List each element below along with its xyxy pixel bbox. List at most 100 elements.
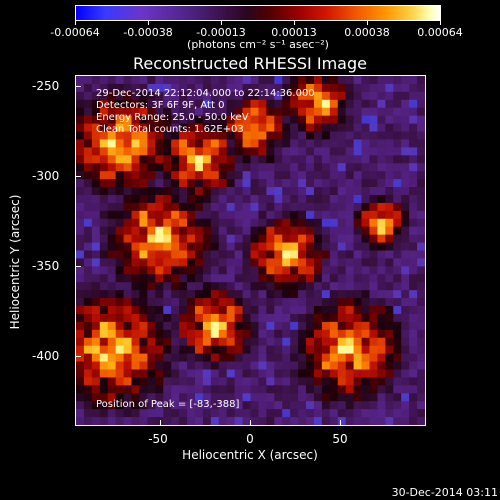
image-pixel xyxy=(266,250,275,260)
image-pixel xyxy=(123,131,133,141)
image-pixel xyxy=(139,409,148,418)
x-tick-mark xyxy=(340,420,341,426)
image-pixel xyxy=(250,76,260,85)
image-pixel xyxy=(417,107,425,117)
image-pixel xyxy=(218,218,228,228)
image-pixel xyxy=(369,107,379,117)
image-pixel xyxy=(210,369,220,379)
image-pixel xyxy=(155,99,164,109)
image-pixel xyxy=(139,393,148,402)
image-pixel xyxy=(163,91,172,101)
image-pixel xyxy=(290,139,299,148)
image-pixel xyxy=(242,258,252,267)
image-pixel xyxy=(258,234,267,244)
image-pixel xyxy=(369,123,379,133)
image-pixel xyxy=(234,417,244,425)
image-pixel xyxy=(369,234,379,244)
image-pixel xyxy=(353,298,363,307)
image-pixel xyxy=(266,234,275,244)
image-pixel xyxy=(290,179,299,188)
image-pixel xyxy=(99,234,109,244)
image-pixel xyxy=(163,401,172,410)
image-pixel xyxy=(266,258,275,267)
image-pixel xyxy=(250,345,260,355)
image-pixel xyxy=(274,321,283,331)
image-pixel xyxy=(218,202,228,212)
image-pixel xyxy=(155,393,164,402)
image-pixel xyxy=(298,171,307,180)
image-pixel xyxy=(76,409,85,418)
image-pixel xyxy=(123,242,133,252)
image-pixel xyxy=(369,409,379,418)
image-pixel xyxy=(210,417,220,425)
image-pixel xyxy=(369,187,379,196)
colorbar-label: -0.00064 xyxy=(50,26,100,39)
image-pixel xyxy=(76,329,85,339)
image-pixel xyxy=(234,218,244,228)
image-pixel xyxy=(234,226,244,236)
image-pixel xyxy=(353,76,363,85)
image-pixel xyxy=(115,107,125,117)
image-pixel xyxy=(139,194,148,204)
image-pixel xyxy=(147,290,156,299)
image-pixel xyxy=(107,218,117,228)
image-pixel xyxy=(202,194,212,204)
image-pixel xyxy=(139,234,148,244)
image-pixel xyxy=(139,258,148,267)
image-pixel xyxy=(155,385,164,394)
image-pixel xyxy=(385,353,394,363)
image-pixel xyxy=(409,274,418,283)
image-pixel xyxy=(76,337,85,347)
image-pixel xyxy=(163,337,172,347)
image-pixel xyxy=(377,274,386,283)
image-pixel xyxy=(99,321,109,331)
image-pixel xyxy=(210,290,220,299)
image-pixel xyxy=(385,377,394,386)
image-pixel xyxy=(250,83,260,93)
image-pixel xyxy=(393,115,402,125)
image-pixel xyxy=(266,115,275,125)
image-pixel xyxy=(369,155,379,164)
image-pixel xyxy=(401,115,410,125)
image-pixel xyxy=(353,313,363,323)
image-pixel xyxy=(337,313,347,323)
image-pixel xyxy=(393,123,402,133)
image-pixel xyxy=(107,179,117,188)
image-pixel xyxy=(91,91,101,101)
image-pixel xyxy=(115,377,125,386)
image-pixel xyxy=(369,210,379,220)
image-pixel xyxy=(345,306,355,315)
image-pixel xyxy=(329,242,339,252)
image-pixel xyxy=(353,321,363,331)
image-pixel xyxy=(329,274,339,283)
image-pixel xyxy=(298,210,307,220)
image-pixel xyxy=(250,131,260,141)
image-pixel xyxy=(187,202,196,212)
image-pixel xyxy=(163,417,172,425)
image-pixel xyxy=(131,409,141,418)
image-pixel xyxy=(337,99,347,109)
image-pixel xyxy=(163,345,172,355)
image-pixel xyxy=(266,321,275,331)
image-pixel xyxy=(179,194,188,204)
image-pixel xyxy=(194,99,204,109)
image-pixel xyxy=(99,337,109,347)
image-pixel xyxy=(210,258,220,267)
image-pixel xyxy=(329,385,339,394)
image-pixel xyxy=(115,361,125,371)
image-pixel xyxy=(242,139,252,148)
image-pixel xyxy=(361,155,371,164)
image-pixel xyxy=(274,282,283,291)
image-pixel xyxy=(163,313,172,323)
image-pixel xyxy=(258,202,267,212)
image-pixel xyxy=(202,210,212,220)
image-pixel xyxy=(393,139,402,148)
image-pixel xyxy=(361,226,371,236)
image-pixel xyxy=(202,329,212,339)
image-pixel xyxy=(202,123,212,133)
image-pixel xyxy=(218,187,228,196)
image-pixel xyxy=(218,353,228,363)
image-pixel xyxy=(282,147,291,156)
image-pixel xyxy=(210,171,220,180)
image-pixel xyxy=(250,179,260,188)
